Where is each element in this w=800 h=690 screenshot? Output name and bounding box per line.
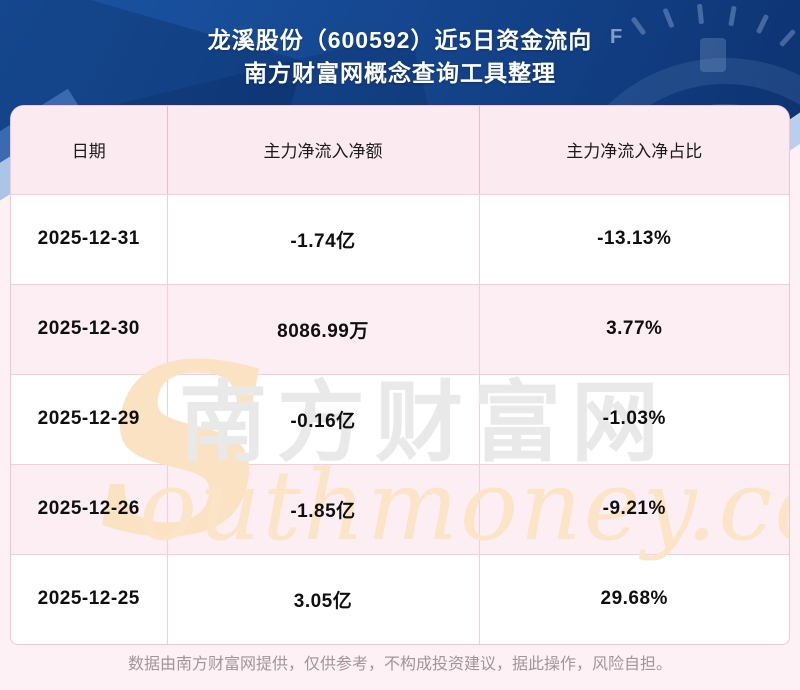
- column-header-net-inflow-pct: 主力净流入净占比: [479, 106, 789, 195]
- cell-net-inflow: -1.85亿: [167, 464, 480, 555]
- gauge-f-label: F: [610, 26, 623, 48]
- cell-date: 2025-12-26: [11, 464, 168, 555]
- fund-flow-table-card: S 南方财富网 outhmoney.com 日期 主力净流入净额 主力净流入净占…: [10, 105, 790, 645]
- cell-date: 2025-12-29: [11, 374, 168, 465]
- cell-net-inflow-pct: -9.21%: [479, 464, 789, 555]
- page-title: 龙溪股份（600592）近5日资金流向: [207, 27, 593, 53]
- table-body: 2025-12-31 -1.74亿 -13.13% 2025-12-30 808…: [11, 194, 789, 644]
- cell-date: 2025-12-30: [11, 284, 168, 375]
- column-header-date: 日期: [11, 106, 168, 195]
- cell-net-inflow-pct: -1.03%: [479, 374, 789, 465]
- banner-text: 龙溪股份（600592）近5日资金流向 南方财富网概念查询工具整理: [0, 0, 800, 90]
- column-header-net-inflow: 主力净流入净额: [167, 106, 480, 195]
- page-subtitle: 南方财富网概念查询工具整理: [244, 60, 556, 86]
- cell-date: 2025-12-31: [11, 194, 168, 285]
- cell-net-inflow-pct: -13.13%: [479, 194, 789, 285]
- table-row: 2025-12-29 -0.16亿 -1.03%: [11, 374, 789, 465]
- table-header-row: 日期 主力净流入净额 主力净流入净占比: [11, 106, 789, 195]
- table-row: 2025-12-26 -1.85亿 -9.21%: [11, 464, 789, 555]
- table-row: 2025-12-25 3.05亿 29.68%: [11, 554, 789, 644]
- cell-net-inflow: 8086.99万: [167, 284, 480, 375]
- fund-flow-table: 日期 主力净流入净额 主力净流入净占比 2025-12-31 -1.74亿 -1…: [11, 106, 789, 644]
- cell-net-inflow-pct: 29.68%: [600, 588, 668, 610]
- cell-net-inflow: 3.05亿: [167, 554, 480, 644]
- table-header: 日期 主力净流入净额 主力净流入净占比: [11, 106, 789, 195]
- cell-net-inflow: -0.16亿: [167, 374, 480, 465]
- cell-date: 2025-12-25: [11, 554, 168, 644]
- table-row: 2025-12-30 8086.99万 3.77%: [11, 284, 789, 375]
- cell-net-inflow-pct: 3.77%: [479, 284, 789, 375]
- cell-net-inflow: -1.74亿: [167, 194, 480, 285]
- table-row: 2025-12-31 -1.74亿 -13.13%: [11, 194, 789, 285]
- disclaimer-text: 数据由南方财富网提供，仅供参考，不构成投资建议，据此操作，风险自担。: [127, 656, 672, 673]
- fuel-pump-icon: [700, 38, 726, 72]
